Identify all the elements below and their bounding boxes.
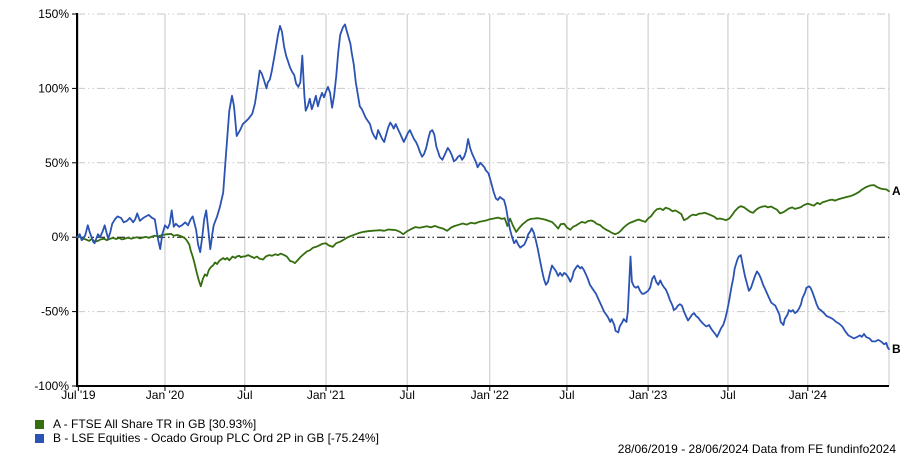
x-tick-label: Jan '23 xyxy=(629,388,668,402)
series-b-swatch xyxy=(35,433,44,443)
x-tick-label: Jul xyxy=(559,388,574,402)
x-tick-label: Jan '24 xyxy=(789,388,828,402)
series-a-swatch xyxy=(35,419,44,429)
y-tick-label: 100% xyxy=(38,81,69,95)
chart-footer: 28/06/2019 - 28/06/2024 Data from FE fun… xyxy=(617,442,896,456)
y-tick-label: 50% xyxy=(45,156,69,170)
x-tick-label: Jul xyxy=(720,388,735,402)
x-tick-label: Jul xyxy=(237,388,252,402)
x-tick-label: Jan '21 xyxy=(307,388,346,402)
series-end-label-b: B xyxy=(892,342,900,356)
legend: A - FTSE All Share TR in GB [30.93%] B -… xyxy=(35,417,379,445)
legend-item-b: B - LSE Equities - Ocado Group PLC Ord 2… xyxy=(35,431,379,445)
series-end-label-a: A xyxy=(892,184,900,198)
x-tick-label: Jul '19 xyxy=(61,388,96,402)
x-tick-label: Jul xyxy=(400,388,415,402)
x-tick-label: Jan '22 xyxy=(471,388,510,402)
y-tick-label: -50% xyxy=(41,305,69,319)
y-tick-label: 150% xyxy=(38,7,69,21)
y-tick-label: 0% xyxy=(52,230,70,244)
y-tick-label: -100% xyxy=(34,379,69,393)
series-b-line xyxy=(76,23,890,351)
x-tick-label: Jan '20 xyxy=(146,388,185,402)
legend-item-a: A - FTSE All Share TR in GB [30.93%] xyxy=(35,417,379,431)
legend-label-b: B - LSE Equities - Ocado Group PLC Ord 2… xyxy=(53,431,379,445)
series-a-line xyxy=(76,184,890,288)
legend-label-a: A - FTSE All Share TR in GB [30.93%] xyxy=(53,417,257,431)
